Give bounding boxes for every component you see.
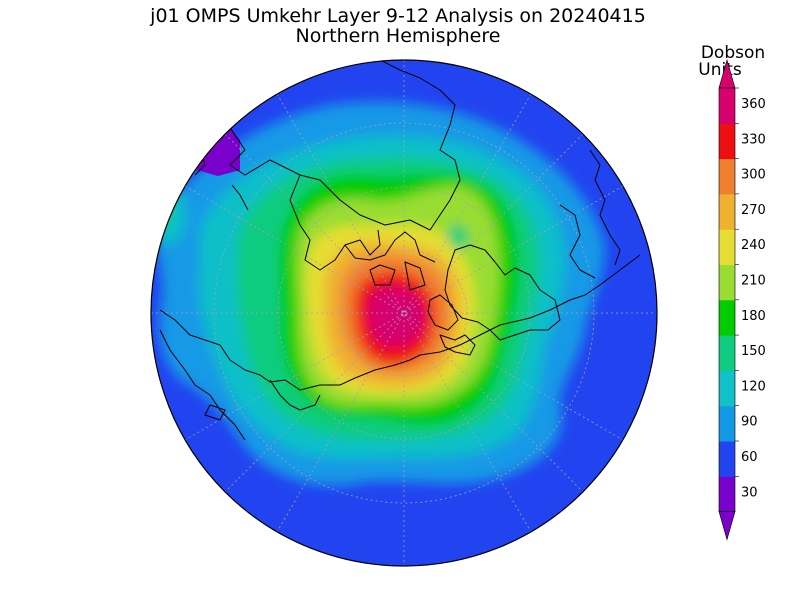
meridian-line: [184, 185, 624, 441]
colorbar-segment: [719, 335, 735, 371]
graticule: [151, 60, 657, 566]
meridian-line: [184, 185, 624, 441]
colorbar-tick-label: 270: [741, 203, 766, 218]
coastline-asia-east: [159, 329, 246, 441]
colorbar-segment: [719, 193, 735, 230]
colorbar-tick-label: 360: [741, 97, 766, 112]
coastline-north-america: [224, 60, 461, 231]
legend-unit-line2: Units: [698, 60, 742, 80]
coastline-kamchatka: [269, 379, 321, 411]
meridian-line: [224, 133, 584, 493]
coastline-hudson-bay: [289, 174, 381, 271]
colorbar-tick-label: 90: [741, 415, 758, 430]
chart-title: j01 OMPS Umkehr Layer 9-12 Analysis on 2…: [149, 5, 646, 27]
colorbar-tick-label: 150: [741, 344, 766, 359]
ozone-spot-west-core: [154, 201, 170, 229]
coastline-europe-west: [559, 204, 596, 279]
colorbar: [718, 58, 736, 541]
colorbar-segment: [719, 123, 735, 160]
ozone-field: [151, 60, 657, 566]
colorbar-tick-label: 240: [741, 238, 766, 253]
ozone-spot-northeast: [448, 225, 468, 249]
colorbar-segment: [719, 476, 735, 513]
coastline-eurasia-north: [159, 254, 641, 391]
map-boundary: [150, 59, 658, 567]
colorbar-segment: [719, 370, 735, 407]
colorbar-segment: [719, 405, 735, 442]
coastline-scandinavia: [589, 149, 621, 266]
coastline-svalbard: [427, 294, 476, 356]
colorbar-segment: [719, 264, 735, 301]
colorbar-segment: [719, 88, 735, 124]
colorbar-legend: Dobson Units 360 330 300 270 240 210 180 150 120…: [698, 43, 766, 541]
latitude-circle: [213, 122, 595, 504]
colorbar-tick-label: 30: [741, 485, 758, 500]
meridian-line: [276, 93, 532, 533]
ozone-low-region: [190, 122, 240, 176]
colorbar-segment: [719, 441, 735, 477]
colorbar-ticks: 360 330 300 270 240 210 180 150 120 90 60 30: [735, 87, 766, 500]
colorbar-segment: [719, 158, 735, 195]
colorbar-min-arrow: [718, 511, 736, 541]
meridian-line: [276, 93, 532, 533]
colorbar-tick-label: 120: [741, 379, 766, 394]
ozone-bands: [151, 101, 605, 486]
meridian-line: [224, 133, 584, 493]
colorbar-tick-label: 300: [741, 168, 766, 183]
colorbar-segment: [719, 299, 735, 336]
colorbar-segment: [719, 229, 735, 265]
colorbar-tick-label: 180: [741, 309, 766, 324]
colorbar-tick-label: 330: [741, 132, 766, 147]
coastline-arctic-islands: [344, 231, 436, 291]
colorbar-tick-label: 60: [741, 450, 758, 465]
colorbar-tick-label: 210: [741, 274, 766, 289]
legend-unit-line1: Dobson: [701, 43, 765, 63]
chart-subtitle: Northern Hemisphere: [296, 25, 501, 47]
